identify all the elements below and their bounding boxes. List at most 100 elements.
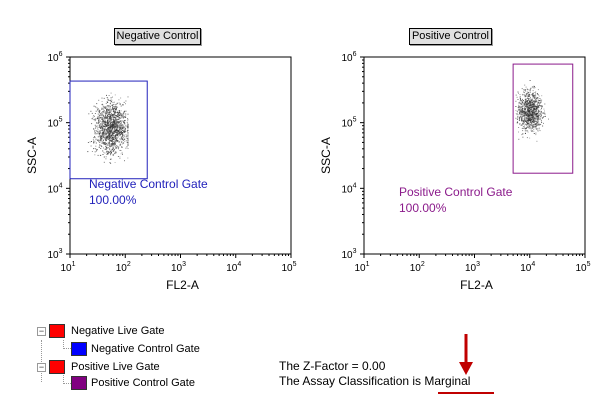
data-point <box>118 115 119 117</box>
data-point <box>527 120 529 122</box>
data-point <box>526 128 527 130</box>
data-point <box>115 131 117 133</box>
tree-item-positive-live-gate[interactable]: Positive Live Gate <box>71 361 160 373</box>
data-point <box>114 121 116 123</box>
data-point <box>112 141 114 143</box>
data-point <box>108 112 110 113</box>
data-point <box>529 119 531 120</box>
data-point <box>107 105 109 107</box>
data-point <box>535 97 537 99</box>
data-point <box>115 118 117 120</box>
data-point <box>111 138 113 140</box>
data-point <box>97 117 98 119</box>
data-point <box>127 118 128 119</box>
data-point <box>536 106 537 108</box>
data-point <box>117 130 119 132</box>
positive-control-plot-title[interactable]: Positive Control <box>409 28 492 45</box>
data-point <box>534 97 535 99</box>
data-point <box>529 88 531 90</box>
data-point <box>534 113 536 115</box>
tree-item-positive-control-gate[interactable]: Positive Control Gate <box>91 377 195 389</box>
assay-classification-text: The Assay Classification is Marginal <box>279 374 470 388</box>
data-point <box>524 98 526 100</box>
data-point <box>103 125 105 127</box>
data-point <box>537 110 539 112</box>
negative-control-plot-title[interactable]: Negative Control <box>114 28 201 45</box>
data-point <box>104 118 106 120</box>
data-point <box>107 125 109 127</box>
data-point <box>108 113 110 115</box>
data-point <box>119 156 121 158</box>
data-point <box>527 124 529 126</box>
data-point <box>101 143 103 144</box>
data-point <box>534 102 536 103</box>
data-point <box>106 112 108 114</box>
data-point <box>104 107 106 109</box>
data-point <box>102 124 103 126</box>
plot-0: 101 102 103 104 105103104105106FL2-ASSC-ANeg… <box>25 51 297 292</box>
data-point <box>117 131 119 133</box>
data-point <box>535 95 537 97</box>
collapse-icon[interactable]: − <box>37 326 46 336</box>
data-point <box>102 132 104 134</box>
data-point <box>109 140 111 142</box>
data-point <box>123 115 124 117</box>
data-point <box>103 129 105 131</box>
data-point <box>118 133 120 135</box>
data-point <box>122 134 124 136</box>
tree-item-negative-control-gate[interactable]: Negative Control Gate <box>91 343 200 355</box>
data-point <box>525 113 527 115</box>
data-point <box>110 112 112 114</box>
data-point <box>530 129 532 131</box>
data-point <box>536 106 538 108</box>
data-point <box>535 118 537 120</box>
data-point <box>109 118 110 120</box>
data-point <box>117 131 119 133</box>
data-point <box>534 94 536 96</box>
data-point <box>106 125 107 127</box>
data-point <box>114 141 116 143</box>
data-point <box>107 145 109 146</box>
data-point <box>527 126 529 128</box>
data-point <box>537 119 539 121</box>
data-point <box>521 109 523 111</box>
data-point <box>106 153 108 155</box>
data-point <box>532 117 534 119</box>
data-point <box>540 100 542 102</box>
classification-underline <box>438 392 494 394</box>
data-point <box>516 118 518 120</box>
data-point <box>108 113 110 115</box>
data-point <box>518 109 520 111</box>
data-point <box>116 103 118 105</box>
data-point <box>127 96 129 98</box>
collapse-icon[interactable]: − <box>37 362 46 372</box>
data-point <box>120 125 122 127</box>
data-point <box>112 148 114 150</box>
data-point <box>537 112 539 114</box>
data-point <box>97 108 99 110</box>
data-point <box>522 121 524 123</box>
data-point <box>535 109 537 111</box>
data-point <box>127 134 129 136</box>
data-point <box>528 126 530 128</box>
data-point <box>119 123 121 125</box>
data-point <box>531 102 533 104</box>
data-point <box>532 106 534 108</box>
data-point <box>119 130 121 132</box>
data-point <box>98 139 100 141</box>
data-point <box>532 94 534 96</box>
data-point <box>111 143 112 145</box>
data-point <box>113 125 115 127</box>
data-point <box>537 97 538 98</box>
data-point <box>114 162 116 163</box>
data-point <box>531 118 533 120</box>
data-point <box>105 145 106 147</box>
tree-item-negative-live-gate[interactable]: Negative Live Gate <box>71 325 165 337</box>
data-point <box>541 122 543 123</box>
data-point <box>119 133 121 135</box>
data-point <box>118 122 119 124</box>
data-point <box>108 143 110 145</box>
data-point <box>522 101 524 103</box>
data-point <box>111 140 113 142</box>
data-point <box>529 117 531 119</box>
